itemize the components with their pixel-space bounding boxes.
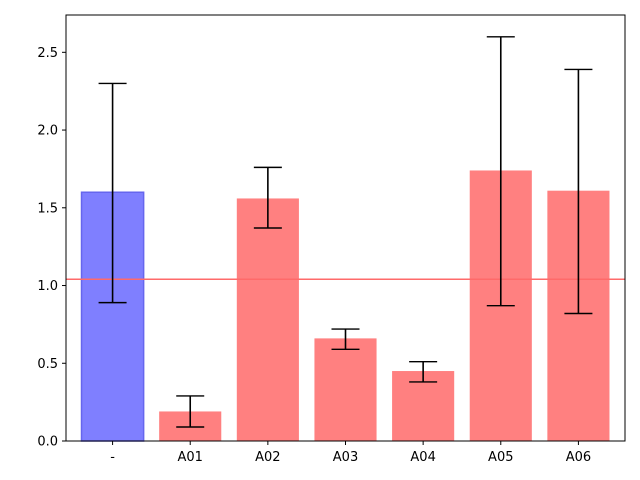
y-axis: 0.0 0.5 1.0 1.5 2.0 2.5: [37, 46, 66, 450]
x-tick-label: A03: [333, 450, 358, 465]
y-tick-label: 2.0: [37, 124, 58, 139]
x-axis: - A01 A02 A03 A04 A05 A06: [110, 441, 591, 465]
bars-layer: [80, 170, 610, 442]
x-tick-label: -: [110, 450, 115, 465]
bar-a03: [314, 338, 377, 441]
x-tick-label: A02: [255, 450, 280, 465]
error-bar-baseline: [98, 82, 127, 304]
y-tick-label: 0.5: [37, 357, 58, 372]
error-bar-a03: [331, 328, 360, 350]
y-tick-label: 2.5: [37, 46, 58, 61]
bar-a04: [392, 371, 455, 441]
x-tick-label: A06: [566, 450, 591, 465]
error-bar-a04: [409, 361, 438, 383]
bar-a02: [236, 198, 299, 441]
y-tick-label: 0.0: [37, 435, 58, 450]
y-tick-label: 1.0: [37, 279, 58, 294]
error-bar-a06: [564, 68, 593, 315]
error-bar-a01: [176, 395, 205, 428]
error-bar-a05: [486, 36, 515, 307]
x-tick-label: A05: [488, 450, 513, 465]
x-tick-label: A04: [410, 450, 435, 465]
error-bar-a02: [253, 166, 282, 229]
y-tick-label: 1.5: [37, 201, 58, 216]
x-tick-label: A01: [178, 450, 203, 465]
error-bars-layer: [98, 36, 593, 428]
